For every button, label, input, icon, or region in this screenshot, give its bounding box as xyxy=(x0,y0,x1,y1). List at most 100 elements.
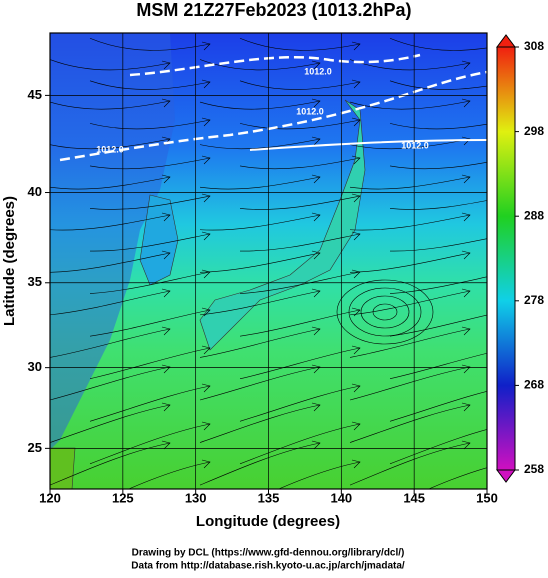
streamline-arrow xyxy=(311,250,321,260)
vortex xyxy=(336,279,434,345)
streamline xyxy=(389,314,487,337)
streamline xyxy=(239,233,361,252)
streamline-arrow xyxy=(351,41,361,51)
colorbar-min-arrow xyxy=(496,469,516,483)
streamline xyxy=(349,138,471,150)
streamline xyxy=(389,123,487,130)
streamline xyxy=(50,100,171,110)
plot-frame xyxy=(49,32,488,490)
streamline-arrow xyxy=(161,250,171,260)
streamline xyxy=(349,404,471,443)
streamline-arrow xyxy=(201,41,211,51)
japan xyxy=(199,99,366,351)
streamline-arrow xyxy=(311,136,321,146)
streamline-arrow xyxy=(461,250,471,260)
streamline xyxy=(239,347,361,380)
x-tick-label: 150 xyxy=(476,490,498,505)
streamline-arrow xyxy=(311,440,321,450)
streamline xyxy=(389,162,487,170)
streamline-arrow xyxy=(161,174,171,184)
colorbar xyxy=(496,46,516,471)
korea xyxy=(139,194,179,286)
streamline xyxy=(50,252,171,273)
streamline xyxy=(389,391,487,422)
streamline xyxy=(127,461,211,489)
streamline-arrow xyxy=(351,307,361,317)
streamline-arrow xyxy=(311,174,321,184)
streamline-arrow xyxy=(311,60,321,70)
streamline-arrow xyxy=(312,23,320,31)
streamline xyxy=(50,404,171,443)
colorbar-max-arrow xyxy=(496,34,516,48)
streamline-arrow xyxy=(351,345,361,355)
streamline-arrow xyxy=(461,98,471,108)
streamline-arrow xyxy=(461,60,471,70)
streamline-arrow xyxy=(201,459,211,469)
isobar xyxy=(129,53,421,77)
footer-line: Drawing by DCL (https://www.gfd-dennou.o… xyxy=(132,548,405,559)
x-tick-label: 145 xyxy=(403,490,425,505)
streamline-arrow xyxy=(161,440,171,450)
streamline xyxy=(427,467,487,489)
streamline xyxy=(239,423,361,465)
streamline xyxy=(89,195,211,210)
streamline-arrow xyxy=(351,155,361,165)
streamline-arrow xyxy=(311,364,321,374)
streamline xyxy=(239,157,361,170)
streamline-arrow xyxy=(201,269,211,279)
colorbar-tick-label: 308 xyxy=(524,39,544,53)
streamline-arrow xyxy=(311,326,321,336)
y-tick-label: 35 xyxy=(28,274,42,289)
streamline xyxy=(239,195,361,210)
streamline xyxy=(50,138,171,150)
streamline xyxy=(199,366,321,401)
streamline-arrow xyxy=(351,383,361,393)
streamline-arrow xyxy=(351,193,361,203)
contour-label: 1012.0 xyxy=(296,106,324,116)
taiwan xyxy=(50,447,76,489)
x-tick-label: 120 xyxy=(39,490,61,505)
streamline-arrow xyxy=(461,326,471,336)
streamline-arrow xyxy=(201,421,211,431)
streamline xyxy=(199,442,321,486)
footer-line: Data from http://database.rish.kyoto-u.a… xyxy=(131,561,405,572)
streamline-arrow xyxy=(311,212,321,222)
streamline-arrow xyxy=(161,288,171,298)
streamline xyxy=(349,59,471,71)
streamline xyxy=(89,157,211,170)
streamline-arrow xyxy=(461,136,471,146)
colorbar-tick-label: 258 xyxy=(524,462,544,476)
streamline xyxy=(349,252,471,273)
y-tick-label: 45 xyxy=(28,87,42,102)
streamline-arrow xyxy=(461,174,471,184)
streamline-arrow xyxy=(351,79,361,89)
y-tick-label: 40 xyxy=(28,184,42,199)
continent xyxy=(50,33,175,450)
streamline-arrow xyxy=(161,60,171,70)
streamline xyxy=(89,271,211,294)
streamline xyxy=(349,442,471,486)
streamline xyxy=(50,59,171,71)
streamline xyxy=(199,328,321,358)
streamline xyxy=(349,290,471,316)
colorbar-tick-label: 288 xyxy=(524,208,544,222)
streamline xyxy=(199,100,321,110)
streamline-arrow xyxy=(311,288,321,298)
streamline xyxy=(239,271,361,294)
streamline-arrow xyxy=(201,383,211,393)
streamline-arrow xyxy=(461,212,471,222)
streamline-arrow xyxy=(162,23,170,31)
streamline-arrow xyxy=(351,269,361,279)
streamline xyxy=(89,233,211,252)
x-tick-label: 130 xyxy=(185,490,207,505)
colorbar-tick-label: 278 xyxy=(524,293,544,307)
isobar xyxy=(59,70,487,162)
vortex xyxy=(372,303,398,321)
streamline xyxy=(389,80,487,90)
streamline-arrow xyxy=(161,326,171,336)
streamline-arrow xyxy=(461,364,471,374)
streamline xyxy=(89,423,211,465)
streamline xyxy=(199,176,321,190)
streamline xyxy=(389,352,487,380)
streamline xyxy=(239,119,361,130)
